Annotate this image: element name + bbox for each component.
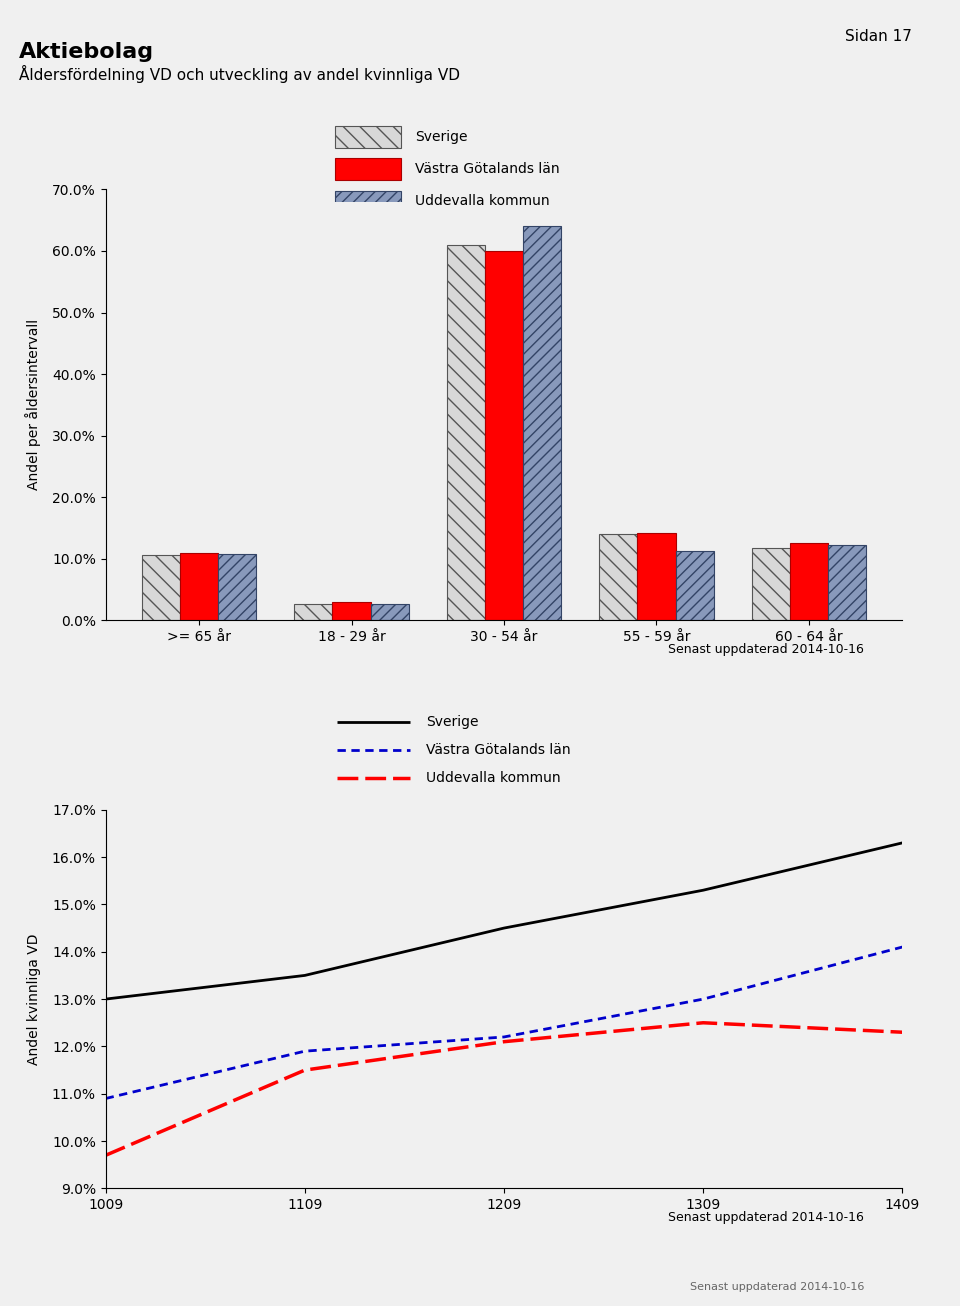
Sverige (498, 921, 510, 936)
Bar (332, 602, 371, 620)
Text: Åldersfördelning VD och utveckling av andel kvinnliga VD: Åldersfördelning VD och utveckling av an… (19, 65, 460, 84)
Text: Senast uppdaterad 2014-10-16: Senast uppdaterad 2014-10-16 (689, 1282, 864, 1293)
Västra Götalands län (300, 1043, 311, 1059)
Västra Götalands län (100, 1091, 111, 1106)
Bar (485, 251, 523, 620)
Text: Sidan 17: Sidan 17 (845, 29, 912, 43)
Uddevalla kommun (897, 1024, 908, 1040)
Y-axis label: Andel per åldersintervall: Andel per åldersintervall (25, 319, 41, 491)
Text: Västra Götalands län: Västra Götalands län (425, 743, 570, 757)
Bar (599, 534, 637, 620)
Uddevalla kommun (100, 1148, 111, 1164)
Bar (295, 605, 332, 620)
Bar (752, 547, 790, 620)
Y-axis label: Andel kvinnliga VD: Andel kvinnliga VD (27, 934, 40, 1064)
Bar (371, 605, 409, 620)
Line: Västra Götalands län: Västra Götalands län (106, 947, 902, 1098)
Text: Uddevalla kommun: Uddevalla kommun (425, 772, 561, 785)
Text: Senast uppdaterad 2014-10-16: Senast uppdaterad 2014-10-16 (668, 1211, 864, 1224)
Bar (180, 552, 218, 620)
Sverige (100, 991, 111, 1007)
Bar (218, 555, 256, 620)
FancyBboxPatch shape (335, 158, 400, 180)
Uddevalla kommun (498, 1034, 510, 1050)
Line: Sverige: Sverige (106, 842, 902, 999)
Text: Västra Götalands län: Västra Götalands län (416, 162, 560, 176)
Bar (637, 533, 676, 620)
Bar (828, 545, 866, 620)
Bar (676, 551, 713, 620)
Uddevalla kommun (300, 1062, 311, 1077)
Bar (446, 244, 485, 620)
Text: Aktiebolag: Aktiebolag (19, 42, 155, 61)
Bar (790, 543, 828, 620)
Västra Götalands län (697, 991, 708, 1007)
Sverige (697, 883, 708, 899)
Line: Uddevalla kommun: Uddevalla kommun (106, 1023, 902, 1156)
Västra Götalands län (897, 939, 908, 955)
Bar (523, 226, 562, 620)
Sverige (897, 835, 908, 850)
Sverige (300, 968, 311, 983)
Bar (142, 555, 180, 620)
FancyBboxPatch shape (335, 125, 400, 148)
Text: Uddevalla kommun: Uddevalla kommun (416, 195, 550, 209)
Uddevalla kommun (697, 1015, 708, 1030)
Text: Sverige: Sverige (416, 129, 468, 144)
FancyBboxPatch shape (335, 191, 400, 213)
Text: Sverige: Sverige (425, 716, 478, 729)
Text: Senast uppdaterad 2014-10-16: Senast uppdaterad 2014-10-16 (668, 643, 864, 656)
Västra Götalands län (498, 1029, 510, 1045)
